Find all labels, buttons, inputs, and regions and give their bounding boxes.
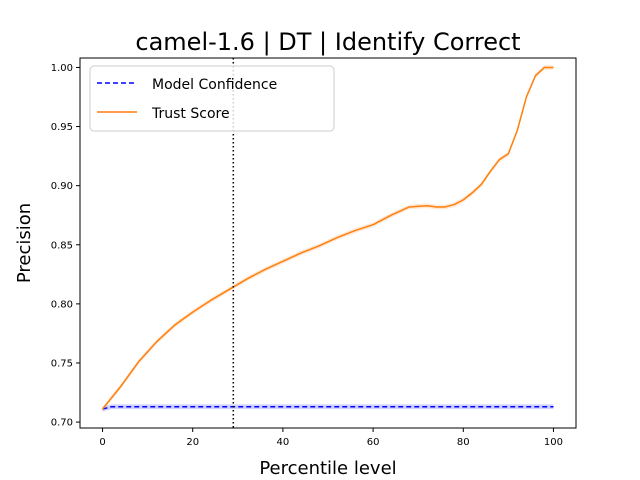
y-tick-label: 0.90 — [51, 181, 73, 192]
y-tick-label: 0.70 — [51, 418, 73, 429]
y-tick-label: 0.75 — [51, 358, 73, 369]
axis-ticks: 0 20 40 60 80 100 0.70 0.75 0.80 0.85 0.90 0.95 1.00 — [51, 63, 563, 448]
y-tick-label: 0.95 — [51, 122, 73, 133]
axes-frame — [79, 57, 577, 429]
x-tick-label: 60 — [367, 437, 380, 448]
x-tick-label: 20 — [186, 437, 199, 448]
y-tick-label: 0.85 — [51, 240, 73, 251]
y-tick-label: 1.00 — [51, 63, 73, 74]
y-axis-label: Precision — [14, 203, 35, 283]
series-line-trust-score — [101, 66, 554, 410]
x-tick-label: 40 — [277, 437, 290, 448]
series-line-model-confidence — [102, 405, 554, 410]
legend-label-trust-score: Trust Score — [151, 106, 230, 122]
x-tick-label: 80 — [457, 437, 470, 448]
plot-area — [101, 58, 554, 428]
legend-box — [89, 65, 335, 132]
y-tick-label: 0.80 — [51, 299, 73, 310]
x-axis-label: Percentile level — [259, 458, 396, 479]
chart-title: camel-1.6 | DT | Identify Correct — [135, 28, 520, 56]
legend-label-model-confidence: Model Confidence — [152, 77, 277, 93]
x-tick-label: 0 — [99, 437, 105, 448]
x-tick-label: 100 — [544, 437, 563, 448]
legend: Model Confidence Trust Score — [89, 65, 335, 132]
